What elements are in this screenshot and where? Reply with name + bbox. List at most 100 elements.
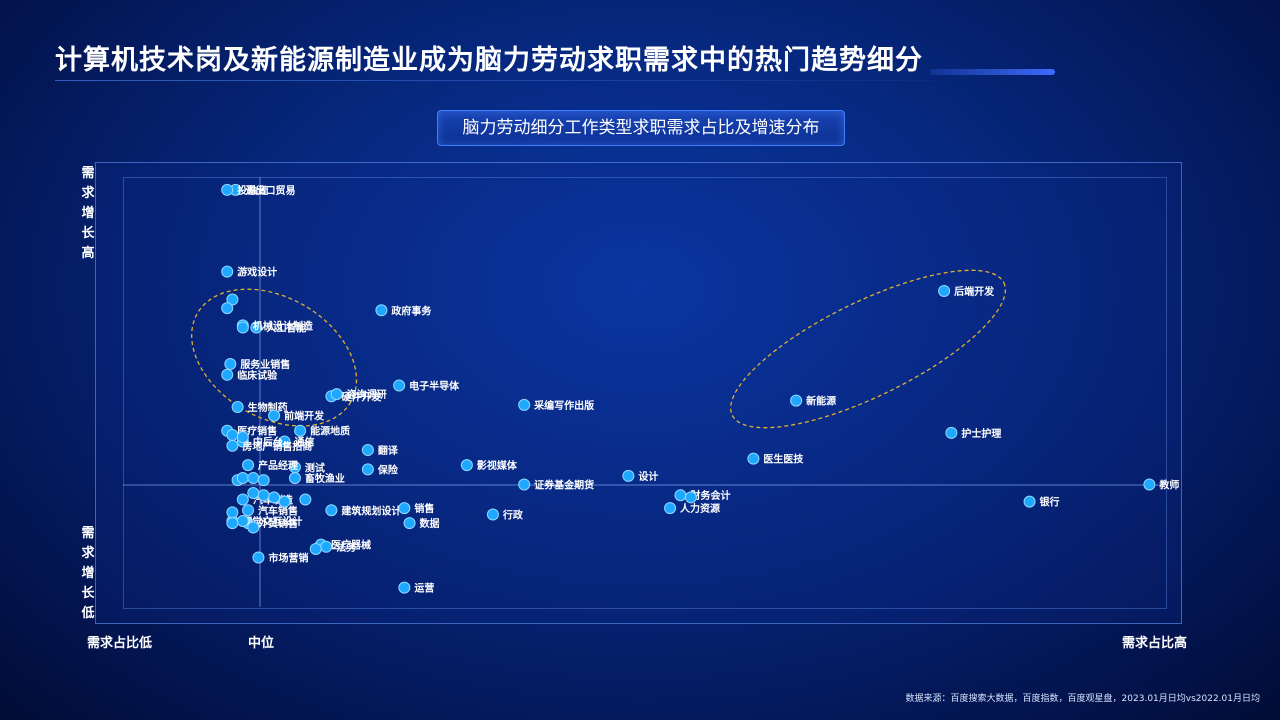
scatter-point [361, 444, 374, 457]
point-label: 市场营销 [268, 552, 308, 565]
point-label: 游戏设计 [237, 266, 277, 279]
scatter-point [226, 506, 239, 519]
point-label: 房地产销售招商 [242, 440, 312, 453]
scatter-point [221, 265, 234, 278]
x-axis-high-label: 需求占比高 [1122, 636, 1188, 651]
point-label: 畜牧渔业 [305, 472, 345, 485]
point-label: 数据 [420, 517, 440, 530]
point-label: 中后台 [253, 435, 283, 448]
page-title: 计算机技术岗及新能源制造业成为脑力劳动求职需求中的热门趋势细分 [55, 45, 923, 76]
y-axis-low-label: 需求增长低 [81, 526, 95, 621]
chart-subtitle: 脑力劳动细分工作类型求职需求占比及增速分布 [437, 110, 845, 146]
scatter-point [252, 551, 265, 564]
scatter-point [518, 398, 531, 411]
scatter-point [518, 478, 531, 491]
scatter-point [486, 508, 499, 521]
scatter-point [294, 424, 307, 437]
point-label: 后端开发 [954, 285, 995, 298]
point-label: 电子半导体 [409, 380, 460, 393]
point-label: 建筑规划设计 [340, 504, 401, 517]
scatter-point [278, 435, 291, 448]
scatter-point [224, 358, 237, 371]
point-label: 运营 [414, 582, 434, 595]
point-label: 能源地质 [310, 425, 350, 438]
scatter-point [375, 304, 388, 317]
point-label: 服务业销售 [240, 358, 290, 371]
scatter-point [221, 368, 234, 381]
scatter-point [330, 388, 343, 401]
point-label: 人工智能 [266, 322, 306, 335]
point-label: 政府事务 [391, 304, 432, 317]
scatter-point [622, 469, 635, 482]
point-label: 护士护理 [961, 427, 1001, 440]
scatter-point [268, 491, 281, 504]
scatter-point [361, 463, 374, 476]
scatter-point [247, 487, 260, 500]
scatter-point [938, 284, 951, 297]
point-label: 测试 [305, 461, 325, 474]
point-label: 销售 [414, 502, 434, 515]
chart-frame [95, 162, 1182, 624]
chart-plot-area [123, 177, 1167, 609]
scatter-point [460, 459, 473, 472]
scatter-point [247, 521, 260, 534]
scatter-point [236, 321, 249, 334]
highlight-ellipse-2 [730, 269, 1007, 429]
scatter-point [236, 431, 249, 444]
x-axis-low-label: 需求占比低 [87, 636, 153, 651]
scatter-point [320, 540, 333, 553]
scatter-point [242, 459, 255, 472]
point-label: 法务 [336, 541, 357, 554]
scatter-point [257, 474, 270, 487]
point-label: 前端开发 [284, 410, 325, 423]
scatter-point [664, 502, 677, 515]
point-label: 采编写作出版 [533, 399, 594, 412]
x-axis-mid-label: 中位 [248, 636, 275, 651]
scatter-point [226, 517, 239, 530]
point-label: 产品经理 [258, 459, 298, 472]
scatter-point [325, 504, 338, 517]
scatter-point [403, 517, 416, 530]
data-source-note: 数据来源：百度搜索大数据，百度指数，百度观星盘，2023.01月日均vs2022… [905, 694, 1260, 704]
point-label: 医疗器械 [331, 539, 371, 552]
scatter-point [236, 472, 249, 484]
scatter-point [398, 502, 411, 515]
scatter-point [278, 495, 291, 508]
point-label: 通信 [295, 435, 315, 448]
title-underline [55, 80, 935, 81]
point-label: 教师 [1158, 478, 1179, 491]
point-label: 汽车销售 [258, 504, 298, 517]
scatter-point [945, 426, 958, 439]
scatter-point [226, 439, 239, 452]
scatter-point [790, 394, 803, 407]
point-label: 医生医技 [763, 453, 804, 466]
point-label: 财务会计 [689, 489, 730, 502]
scatter-point [393, 379, 406, 392]
point-label: 影视媒体 [477, 459, 518, 472]
point-label: 进出口贸易 [246, 184, 296, 197]
title-accent-bar [930, 69, 1055, 75]
scatter-point [299, 493, 312, 506]
scatter-point [257, 489, 270, 502]
point-label: 新能源 [806, 395, 836, 408]
point-label: 外贸销售 [257, 517, 298, 530]
point-label: 生物制药 [248, 401, 288, 414]
scatter-point [231, 401, 244, 414]
scatter-point [288, 472, 301, 484]
scatter-point [309, 542, 322, 555]
scatter-point [226, 293, 239, 306]
point-label: 行政 [502, 509, 524, 522]
scatter-point [236, 515, 249, 527]
scatter-point [250, 321, 263, 334]
point-label: 投融资 [237, 184, 267, 197]
scatter-point [221, 183, 234, 196]
point-label: 咨询调研 [347, 388, 387, 401]
scatter-point [674, 489, 687, 502]
scatter-point [1143, 478, 1156, 491]
point-label: 人力资源 [680, 502, 720, 515]
scatter-point [398, 581, 411, 594]
scatter-point [247, 472, 260, 484]
scatter-point [1023, 495, 1036, 508]
point-label: 硬件开发 [341, 390, 382, 403]
